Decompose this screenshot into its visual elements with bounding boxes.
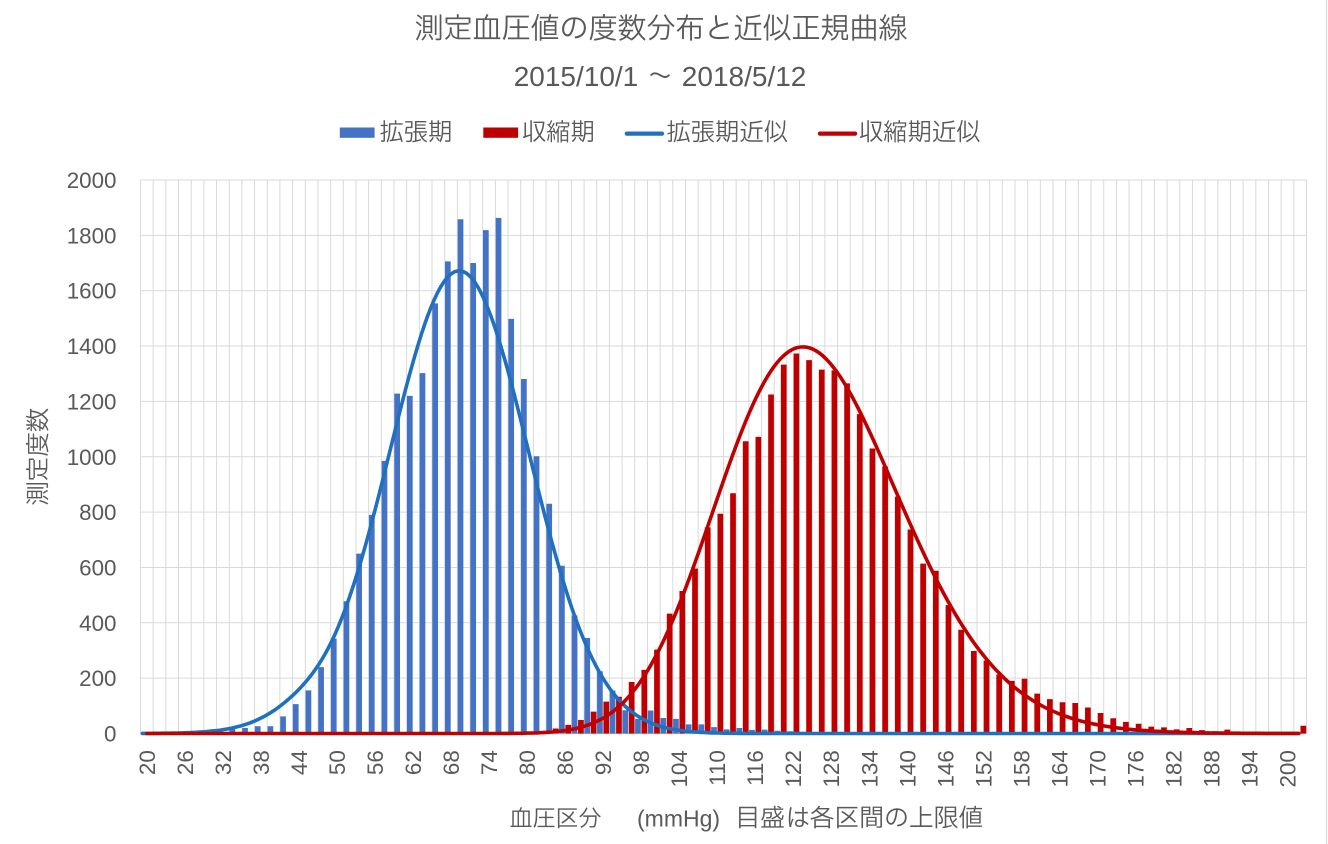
svg-text:122: 122 xyxy=(781,750,806,787)
svg-text:86: 86 xyxy=(553,750,578,775)
svg-text:1400: 1400 xyxy=(67,334,117,359)
svg-text:200: 200 xyxy=(79,666,116,691)
svg-text:50: 50 xyxy=(325,750,350,775)
svg-text:1000: 1000 xyxy=(67,445,117,470)
svg-text:38: 38 xyxy=(249,750,274,775)
svg-text:1600: 1600 xyxy=(67,279,117,304)
svg-text:26: 26 xyxy=(173,750,198,775)
svg-text:56: 56 xyxy=(363,750,388,775)
svg-text:128: 128 xyxy=(819,750,844,787)
svg-text:116: 116 xyxy=(743,750,768,786)
svg-text:400: 400 xyxy=(79,611,116,636)
svg-text:164: 164 xyxy=(1047,750,1072,787)
svg-text:158: 158 xyxy=(1009,750,1034,787)
svg-text:44: 44 xyxy=(287,750,312,775)
svg-text:92: 92 xyxy=(591,750,616,775)
svg-text:188: 188 xyxy=(1200,750,1225,787)
svg-text:62: 62 xyxy=(401,750,426,775)
svg-text:182: 182 xyxy=(1161,750,1186,787)
svg-text:146: 146 xyxy=(933,750,958,787)
svg-text:194: 194 xyxy=(1238,750,1263,787)
svg-text:1800: 1800 xyxy=(67,223,117,248)
svg-text:200: 200 xyxy=(1276,750,1301,787)
svg-text:140: 140 xyxy=(895,750,920,787)
svg-text:800: 800 xyxy=(79,500,116,525)
svg-text:1200: 1200 xyxy=(67,389,117,414)
svg-text:2000: 2000 xyxy=(67,168,117,193)
svg-text:600: 600 xyxy=(79,556,116,581)
svg-text:2015/10/1: 2015/10/1 xyxy=(514,61,639,92)
svg-text:20: 20 xyxy=(135,750,160,775)
svg-text:104: 104 xyxy=(667,750,692,787)
svg-text:32: 32 xyxy=(211,750,236,775)
svg-text:2018/5/12: 2018/5/12 xyxy=(682,61,807,92)
svg-text:0: 0 xyxy=(104,722,116,747)
svg-text:170: 170 xyxy=(1085,750,1110,787)
svg-text:176: 176 xyxy=(1123,750,1148,787)
svg-text:68: 68 xyxy=(439,750,464,775)
svg-text:80: 80 xyxy=(515,750,540,775)
svg-text:134: 134 xyxy=(857,750,882,787)
svg-text:98: 98 xyxy=(629,750,654,775)
svg-text:110: 110 xyxy=(705,750,730,786)
svg-text:152: 152 xyxy=(971,750,996,787)
svg-text:74: 74 xyxy=(477,750,502,775)
svg-text:(mmHg): (mmHg) xyxy=(637,806,720,832)
